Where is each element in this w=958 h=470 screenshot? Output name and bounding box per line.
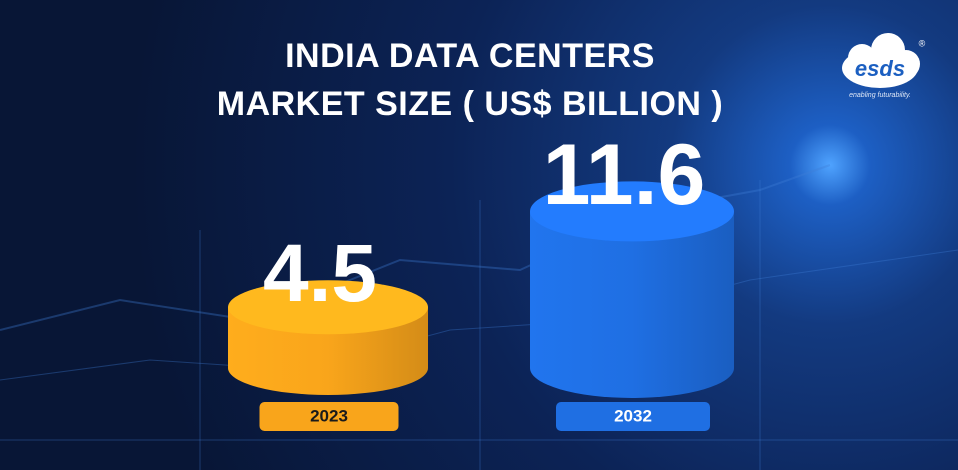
chart-title: INDIA DATA CENTERS MARKET SIZE ( US$ BIL…: [216, 37, 724, 123]
category-label: 2032: [614, 406, 652, 425]
logo-name: esds: [855, 56, 905, 81]
cylinder-top: [530, 181, 734, 242]
logo: esds ® enabling futurability.: [842, 33, 926, 99]
category-label: 2023: [310, 406, 348, 425]
category-pill: [259, 402, 399, 431]
value-label: 11.6: [543, 127, 706, 223]
category-pill: [556, 402, 710, 431]
value-label: 4.5: [263, 228, 377, 319]
cylinder-body: [530, 211, 734, 398]
background-decoration: [0, 164, 958, 470]
logo-registered: ®: [919, 38, 926, 48]
logo-tagline: enabling futurability.: [849, 92, 911, 99]
cylinder-top: [228, 280, 428, 335]
